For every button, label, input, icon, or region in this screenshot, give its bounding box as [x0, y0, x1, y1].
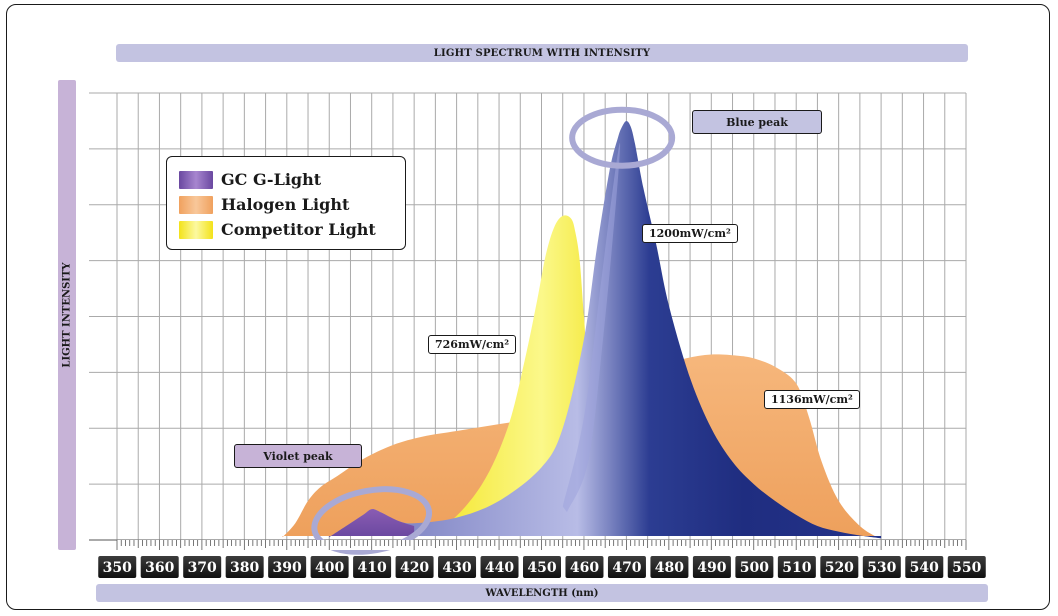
x-tick-label: 380 [230, 560, 259, 576]
x-tick-label: 530 [867, 560, 896, 576]
x-tick-box [947, 556, 986, 578]
legend-label-competitor-light: Competitor Light [221, 220, 376, 239]
x-tick-label: 520 [825, 560, 854, 576]
legend-item-gc-g-light: GC G-Light [179, 167, 405, 192]
series-area-gc-g-light [329, 120, 882, 539]
legend-item-halogen-light: Halogen Light [179, 192, 405, 217]
x-tick-label: 400 [315, 560, 344, 576]
competitor-intensity-text: 726mW/cm² [435, 338, 510, 351]
x-tick-label: 470 [612, 560, 641, 576]
x-tick-label: 410 [357, 560, 386, 576]
x-tick-label: 480 [655, 560, 684, 576]
x-tick-label: 450 [527, 560, 556, 576]
x-tick-box [353, 556, 392, 578]
x-tick-label: 430 [442, 560, 471, 576]
x-tick-label: 510 [782, 560, 811, 576]
x-tick-label: 420 [400, 560, 429, 576]
x-tick-label: 540 [910, 560, 939, 576]
x-tick-box [480, 556, 519, 578]
x-tick-label: 390 [273, 560, 302, 576]
violet-peak-text: Violet peak [263, 449, 333, 463]
x-tick-box [140, 556, 179, 578]
x-tick-box [268, 556, 307, 578]
legend-swatch-gc-g-light [179, 170, 213, 189]
gc-intensity-text: 1200mW/cm² [649, 227, 731, 240]
x-tick-label: 350 [103, 560, 132, 576]
y-axis-label-bar: LIGHT INTENSITY [58, 80, 76, 550]
blue-peak-label: Blue peak [692, 110, 822, 134]
violet-peak-area [329, 509, 415, 538]
x-tick-box [225, 556, 264, 578]
x-tick-box [310, 556, 349, 578]
x-axis-ruler [116, 540, 967, 550]
x-axis-label-bar: WAVELENGTH (nm) [96, 584, 988, 602]
x-tick-box [523, 556, 561, 578]
x-tick-label: 440 [485, 560, 514, 576]
legend-swatch-halogen-light [179, 195, 213, 214]
x-tick-box [650, 556, 689, 578]
x-axis-ticks: 350 360 370 380 390 400 410 420 430 440 450 460 470 4… [98, 556, 986, 578]
x-tick-box [565, 556, 604, 578]
blue-peak-highlight [562, 142, 621, 513]
competitor-intensity-callout: 726mW/cm² [428, 335, 517, 354]
x-tick-label: 490 [697, 560, 726, 576]
blue-peak-text: Blue peak [726, 115, 788, 129]
x-axis-label: WAVELENGTH (nm) [485, 587, 599, 599]
chart-title: LIGHT SPECTRUM WITH INTENSITY [433, 47, 651, 59]
x-tick-label: 500 [740, 560, 769, 576]
series-areas [282, 120, 882, 539]
x-tick-label: 370 [188, 560, 217, 576]
x-tick-label: 460 [570, 560, 599, 576]
x-tick-box [777, 556, 816, 578]
gc-intensity-callout: 1200mW/cm² [642, 224, 738, 243]
legend-label-halogen-light: Halogen Light [221, 195, 350, 214]
x-tick-label: 550 [952, 560, 981, 576]
x-tick-box [692, 556, 731, 578]
halogen-intensity-text: 1136mW/cm² [771, 393, 853, 406]
violet-peak-label: Violet peak [234, 444, 362, 468]
x-tick-box [820, 556, 859, 578]
x-tick-label: 360 [145, 560, 174, 576]
legend-item-competitor-light: Competitor Light [179, 217, 405, 242]
x-tick-box [607, 556, 646, 578]
x-tick-box [905, 556, 944, 578]
x-tick-box [395, 556, 434, 578]
legend-label-gc-g-light: GC G-Light [221, 170, 322, 189]
legend-swatch-competitor-light [179, 220, 213, 239]
x-tick-box [98, 556, 137, 578]
x-tick-box [735, 556, 774, 578]
x-tick-box [862, 556, 901, 578]
blue-peak-ring [569, 106, 676, 169]
chart-legend: GC G-Light Halogen Light Competitor Ligh… [166, 156, 406, 250]
halogen-intensity-callout: 1136mW/cm² [764, 390, 860, 409]
x-tick-box [183, 556, 222, 578]
chart-title-bar: LIGHT SPECTRUM WITH INTENSITY [116, 44, 968, 62]
x-tick-box [438, 556, 477, 578]
